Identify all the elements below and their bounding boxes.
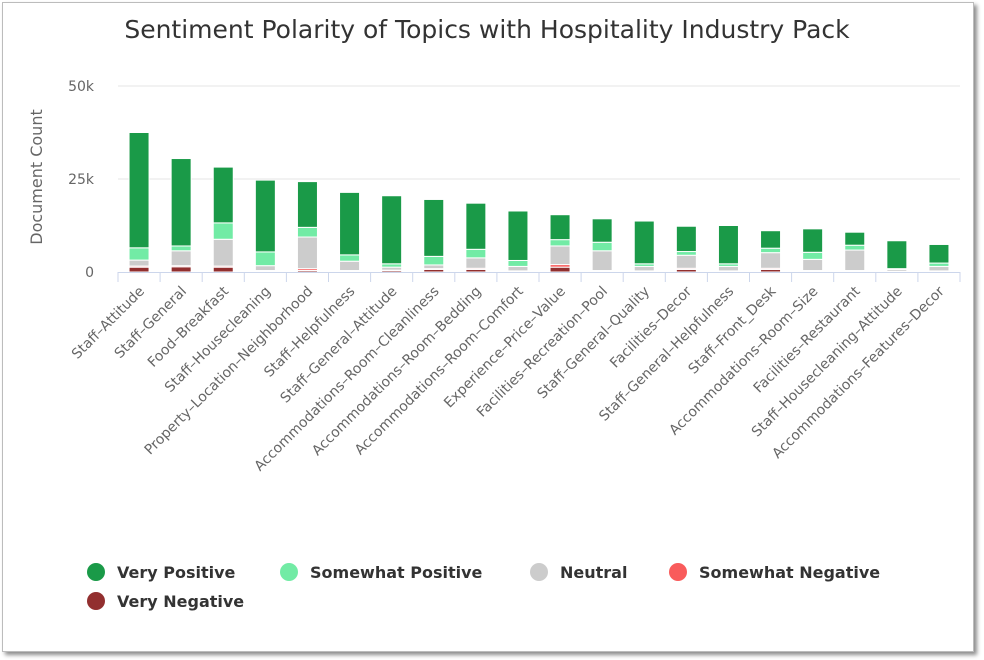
bar-segment[interactable] bbox=[212, 266, 234, 273]
legend-marker bbox=[669, 563, 687, 581]
chart-title: Sentiment Polarity of Topics with Hospit… bbox=[124, 15, 850, 44]
bar-segment[interactable] bbox=[802, 258, 824, 272]
legend-label: Neutral bbox=[560, 563, 627, 582]
bar-segment[interactable] bbox=[591, 250, 613, 272]
legend-marker bbox=[530, 563, 548, 581]
bar-segment[interactable] bbox=[128, 266, 150, 273]
bar-segment[interactable] bbox=[675, 254, 697, 269]
bar-segment[interactable] bbox=[591, 218, 613, 243]
legend-item[interactable]: Somewhat Positive bbox=[280, 563, 483, 582]
bar-segment[interactable] bbox=[254, 251, 276, 267]
bar-segment[interactable] bbox=[381, 263, 403, 268]
bar-segment[interactable] bbox=[339, 260, 361, 272]
bars-group bbox=[128, 132, 950, 273]
legend-label: Very Positive bbox=[117, 563, 236, 582]
bar-segment[interactable] bbox=[381, 195, 403, 265]
bar-segment[interactable] bbox=[549, 266, 571, 273]
legend-label: Somewhat Negative bbox=[699, 563, 880, 582]
gridlines bbox=[118, 85, 960, 180]
bar-segment[interactable] bbox=[717, 225, 739, 265]
y-tick-label: 25k bbox=[68, 172, 95, 188]
bar-segment[interactable] bbox=[254, 179, 276, 253]
bar-segment[interactable] bbox=[128, 132, 150, 249]
y-tick-label: 50k bbox=[68, 79, 95, 95]
bar-segment[interactable] bbox=[170, 245, 192, 252]
x-axis: Staff–AttitudeStaff–GeneralFood–Breakfas… bbox=[69, 272, 961, 475]
bar-segment[interactable] bbox=[928, 265, 950, 272]
bar-segment[interactable] bbox=[675, 225, 697, 253]
bar-segment[interactable] bbox=[296, 181, 318, 228]
bar-segment[interactable] bbox=[507, 210, 529, 261]
bar-segment[interactable] bbox=[170, 266, 192, 273]
bar-segment[interactable] bbox=[928, 243, 950, 264]
bar-segment[interactable] bbox=[844, 244, 866, 251]
bar-segment[interactable] bbox=[170, 250, 192, 267]
bar-segment[interactable] bbox=[465, 257, 487, 269]
bar-segment[interactable] bbox=[212, 166, 234, 224]
bar-segment[interactable] bbox=[591, 241, 613, 252]
bar-segment[interactable] bbox=[633, 265, 655, 272]
bar-segment[interactable] bbox=[717, 265, 739, 272]
bar-segment[interactable] bbox=[928, 262, 950, 267]
bar-segment[interactable] bbox=[633, 220, 655, 265]
bar-segment[interactable] bbox=[675, 251, 697, 256]
bar-segment[interactable] bbox=[465, 248, 487, 259]
bar-segment[interactable] bbox=[549, 245, 571, 266]
legend: Very Positive Somewhat Positive Neutral Som… bbox=[87, 563, 880, 611]
bar-segment[interactable] bbox=[339, 191, 361, 256]
bar-segment[interactable] bbox=[212, 222, 234, 240]
bar-segment[interactable] bbox=[465, 202, 487, 250]
bar-segment[interactable] bbox=[128, 247, 150, 261]
y-tick-label: 0 bbox=[85, 265, 94, 281]
bar-segment[interactable] bbox=[844, 231, 866, 246]
legend-label: Somewhat Positive bbox=[310, 563, 483, 582]
legend-item[interactable]: Very Positive bbox=[87, 563, 236, 582]
bar-segment[interactable] bbox=[760, 247, 782, 254]
bar-segment[interactable] bbox=[802, 251, 824, 260]
y-axis: 0 25k 50k bbox=[68, 79, 95, 281]
x-tick-label: Staff–Attitude bbox=[69, 284, 148, 363]
bar-segment[interactable] bbox=[507, 259, 529, 267]
bar-segment[interactable] bbox=[170, 158, 192, 247]
bar-segment[interactable] bbox=[296, 236, 318, 270]
legend-label: Very Negative bbox=[117, 592, 244, 611]
bar-segment[interactable] bbox=[423, 255, 445, 266]
y-axis-title: Document Count bbox=[27, 109, 46, 245]
bar-segment[interactable] bbox=[886, 240, 908, 270]
bar-segment[interactable] bbox=[423, 198, 445, 257]
bar-segment[interactable] bbox=[254, 265, 276, 272]
chart-frame bbox=[2, 2, 974, 652]
x-tick-label: Staff–Housecleaning–Attitude bbox=[749, 284, 906, 441]
bar-segment[interactable] bbox=[339, 254, 361, 262]
legend-item[interactable]: Somewhat Negative bbox=[669, 563, 880, 582]
bar-segment[interactable] bbox=[423, 264, 445, 270]
bar-segment[interactable] bbox=[296, 226, 318, 238]
legend-marker bbox=[280, 563, 298, 581]
x-tick-label: Staff–General bbox=[112, 284, 190, 362]
bar-segment[interactable] bbox=[128, 259, 150, 267]
bar-segment[interactable] bbox=[802, 228, 824, 253]
bar-segment[interactable] bbox=[549, 214, 571, 241]
bar-segment[interactable] bbox=[760, 230, 782, 249]
bar-segment[interactable] bbox=[212, 238, 234, 267]
legend-marker bbox=[87, 563, 105, 581]
legend-marker bbox=[87, 592, 105, 610]
bar-segment[interactable] bbox=[844, 249, 866, 272]
bar-segment[interactable] bbox=[507, 265, 529, 272]
bar-segment[interactable] bbox=[760, 252, 782, 269]
bar-segment[interactable] bbox=[549, 239, 571, 247]
legend-item[interactable]: Very Negative bbox=[87, 592, 244, 611]
legend-item[interactable]: Neutral bbox=[530, 563, 627, 582]
